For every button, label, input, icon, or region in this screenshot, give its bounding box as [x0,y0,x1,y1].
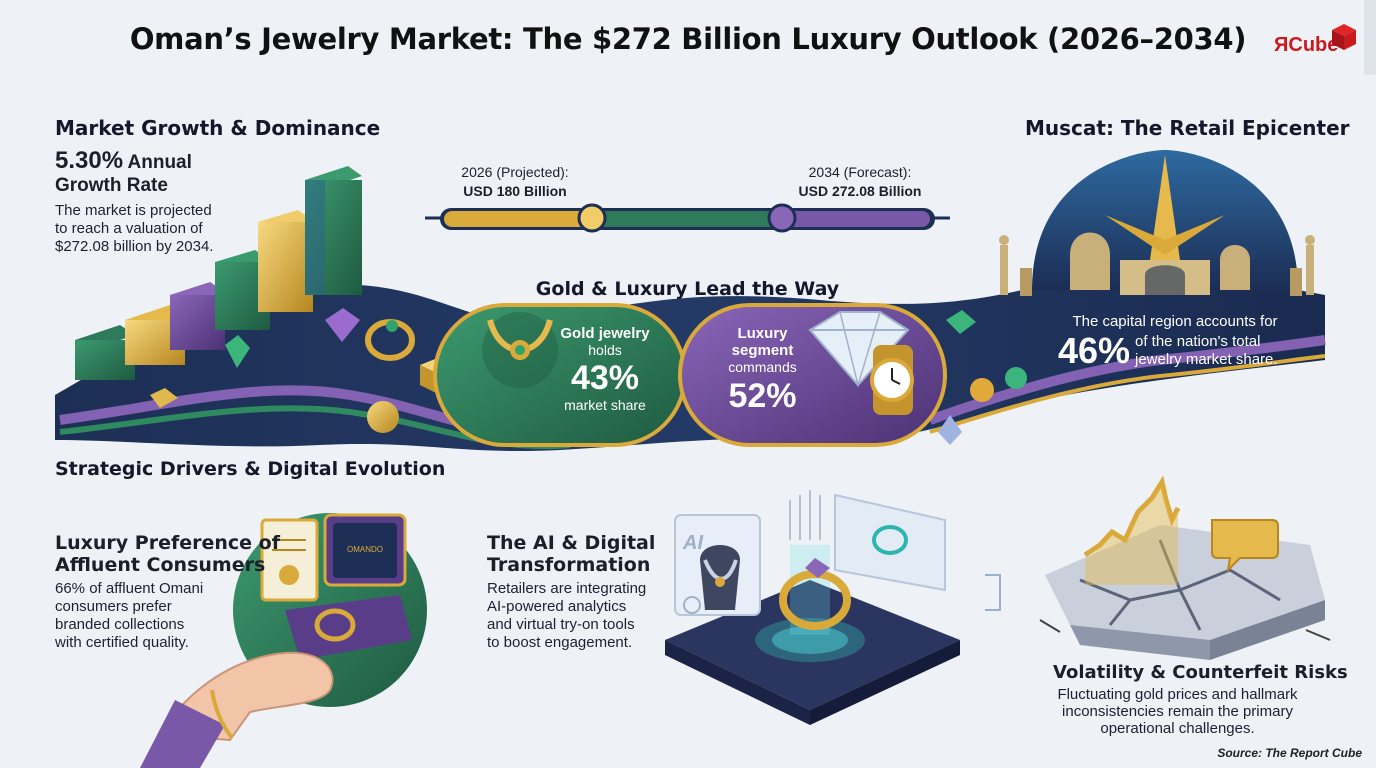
luxury-box-illustration [140,513,427,768]
gold-necklace-icon [487,319,553,360]
muscat-share-value: 46% [1058,330,1131,371]
risk-desc-line: inconsistencies remain the primary [1062,703,1293,720]
ai-desc-line: and virtual try-on tools [487,616,635,633]
muscat-skyline-illustration [999,150,1315,296]
muscat-line: jewelry market share. [1135,351,1278,368]
luxury-share-line: segment [731,342,794,359]
muscat-heading: Muscat: The Retail Epicenter [1025,116,1350,140]
luxury-preference-desc: 66% of affluent Omani consumers prefer b… [55,580,235,652]
timeline-end-caption: 2034 (Forecast): [808,164,912,180]
gold-coin-icon [367,401,399,433]
growth-rate-block: 5.30% Annual Growth Rate [55,147,265,198]
ai-badge: AI [683,532,703,554]
luxury-share-line: Luxury [737,325,788,342]
muscat-share-text: The capital region accounts for [1055,313,1295,330]
muscat-share-desc: of the nation's total jewelry market sha… [1135,333,1278,369]
luxury-share-value: 52% [728,377,797,415]
ai-tryon-illustration [665,490,1001,725]
ai-transformation-desc: Retailers are integrating AI-powered ana… [487,580,662,652]
diamond-icon [808,311,910,388]
market-growth-heading: Market Growth & Dominance [55,116,381,140]
risk-desc: Fluctuating gold prices and hallmark inc… [1050,686,1305,737]
growth-description: The market is projected to reach a valua… [55,202,245,256]
page-title: Oman’s Jewelry Market: The $272 Billion … [129,22,1247,56]
growth-bars-icon [75,166,362,380]
gold-share-line: Gold jewelry [560,325,650,342]
gear-icon [683,596,701,614]
volatility-illustration [1039,475,1331,660]
growth-desc-line: The market is projected [55,202,212,219]
emerald-gem-icon [225,335,250,368]
risk-desc-line: operational challenges. [1100,720,1255,737]
growth-rate-label-1: Annual [127,152,192,173]
box-brand-label: OMANDO [347,545,383,554]
luxury-desc-line: consumers prefer [55,598,172,615]
timeline-marker-2034 [767,203,797,233]
luxury-desc-line: 66% of affluent Omani [55,580,204,597]
luxury-title-line: Luxury Preference of [55,532,280,554]
brand-logo: ЯCube [1272,22,1362,62]
growth-rate-label-2: Growth Rate [55,175,168,196]
timeline-end-label: 2034 (Forecast): USD 272.08 Billion [785,163,935,201]
ai-transformation-title: The AI & Digital Transformation [487,532,655,576]
ai-desc-line: Retailers are integrating [487,580,647,597]
ai-title-line: Transformation [487,554,651,576]
gold-luxury-heading: Gold & Luxury Lead the Way [535,278,840,300]
timeline-marker-2026 [577,203,607,233]
scrollbar[interactable] [1364,0,1376,75]
luxury-desc-line: branded collections [55,616,185,633]
luxury-preference-title: Luxury Preference of Affluent Consumers [55,532,280,576]
drivers-heading: Strategic Drivers & Digital Evolution [55,458,446,480]
risk-title: Volatility & Counterfeit Risks [1053,662,1348,683]
timeline-start-value: USD 180 Billion [463,183,567,199]
amethyst-gem-icon [325,308,360,342]
gold-ring-icon [365,319,415,361]
timeline-start-caption: 2026 (Projected): [461,164,569,180]
muscat-line: The capital region accounts for [1072,313,1278,330]
timeline-start-label: 2026 (Projected): USD 180 Billion [440,163,590,201]
gold-share-value: 43% [570,359,640,397]
source-note: Source: The Report Cube [1217,746,1362,760]
gold-share-line: market share [564,397,646,413]
luxury-title-line: Affluent Consumers [55,554,266,576]
growth-rate-value: 5.30% [55,147,124,174]
growth-desc-line: $272.08 billion by 2034. [55,238,214,255]
luxury-desc-line: with certified quality. [55,634,189,651]
timeline-end-value: USD 272.08 Billion [798,183,922,199]
ai-desc-line: to boost engagement. [487,634,633,651]
cube-icon [1332,24,1356,50]
gold-share-text: Gold jewelry holds 43% market share [545,325,665,414]
luxury-share-line: commands [728,359,797,375]
watch-icon [870,345,914,415]
warning-chat-icon [1211,519,1279,573]
timeline-bar [425,203,950,233]
ai-title-line: The AI & Digital [487,532,656,554]
muscat-line: of the nation's total [1135,333,1261,350]
brand-logo-text: ЯCube [1274,34,1339,56]
gold-share-line: holds [588,342,622,358]
ai-desc-line: AI-powered analytics [487,598,627,615]
growth-desc-line: to reach a valuation of [55,220,203,237]
risk-desc-line: Fluctuating gold prices and hallmark [1057,686,1298,703]
luxury-share-text: Luxury segment commands 52% [715,325,810,416]
